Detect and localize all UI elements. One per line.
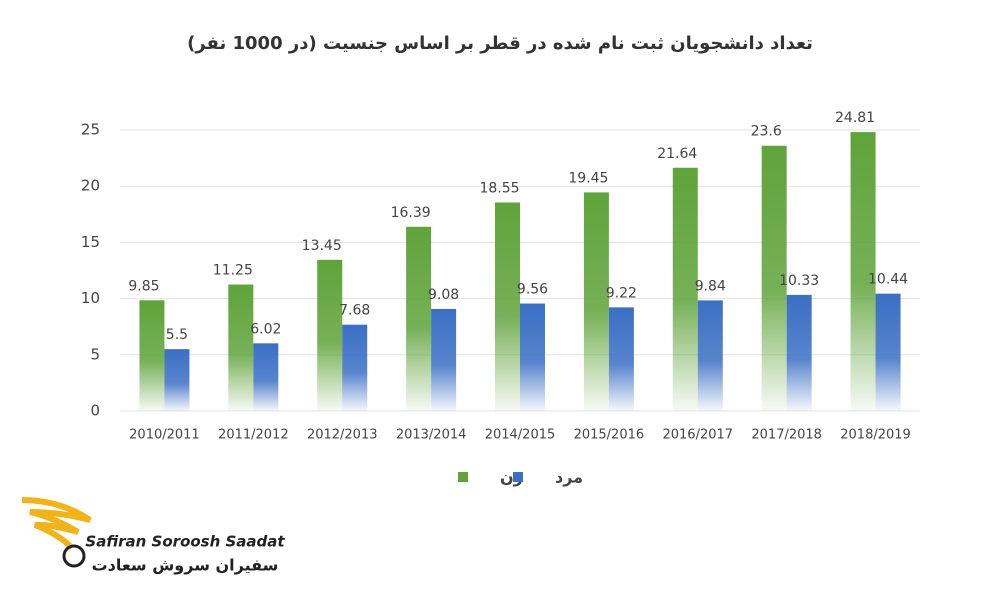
value-label: 6.02: [250, 321, 281, 337]
value-label: 18.55: [479, 180, 519, 196]
bar: [672, 167, 698, 411]
y-tick-label: 15: [81, 233, 100, 251]
bar: [761, 145, 787, 411]
value-label: 16.39: [391, 205, 431, 221]
legend-swatch: [513, 472, 523, 482]
x-tick-label: 2011/2012: [218, 428, 289, 443]
bar: [786, 294, 812, 411]
value-label: 10.44: [868, 272, 908, 288]
logo-text-fa: سفیران سروش سعادت: [92, 556, 279, 575]
logo-wing: [21, 497, 92, 551]
value-label: 19.45: [568, 170, 608, 186]
bar: [608, 307, 634, 411]
bar: [431, 308, 457, 411]
value-label: 10.33: [779, 273, 819, 289]
bar: [164, 349, 190, 411]
bar: [875, 293, 901, 411]
bar: [317, 259, 343, 411]
value-label: 21.64: [657, 146, 697, 162]
y-tick-label: 0: [90, 402, 100, 420]
logo: Safiran Soroosh Saadat سفیران سروش سعادت: [21, 497, 285, 575]
bar: [139, 300, 165, 411]
bar: [850, 132, 876, 411]
value-label: 23.6: [751, 124, 782, 140]
legend-swatch: [458, 472, 468, 482]
bar: [228, 284, 254, 411]
y-tick-label: 10: [81, 289, 100, 307]
bar: [495, 202, 520, 411]
y-tick-label: 5: [90, 345, 100, 363]
value-label: 24.81: [835, 110, 875, 126]
legend-label: مرد: [555, 468, 583, 487]
x-tick-label: 2010/2011: [129, 428, 200, 443]
chart-title: تعداد دانشجویان ثبت نام شده در قطر بر اس…: [187, 33, 813, 54]
x-tick-label: 2018/2019: [840, 428, 911, 443]
value-label: 7.68: [339, 303, 370, 319]
value-label: 13.45: [302, 238, 342, 254]
value-label: 5.5: [166, 327, 188, 343]
x-tick-label: 2014/2015: [485, 428, 556, 443]
y-tick-label: 25: [81, 121, 100, 139]
bar: [697, 300, 723, 411]
bar: [583, 192, 609, 411]
value-label: 9.85: [128, 278, 159, 294]
x-tick-label: 2017/2018: [751, 428, 822, 443]
x-tick-label: 2012/2013: [307, 428, 378, 443]
x-tick-label: 2015/2016: [574, 428, 645, 443]
value-label: 9.08: [428, 287, 459, 303]
x-tick-label: 2013/2014: [396, 428, 467, 443]
y-tick-label: 20: [81, 177, 100, 195]
x-tick-label: 2016/2017: [662, 428, 733, 443]
value-label: 9.56: [517, 282, 548, 298]
logo-text: Safiran Soroosh Saadat: [85, 533, 285, 551]
bar: [342, 324, 368, 411]
logo-ring: [62, 544, 86, 568]
bar: [253, 343, 279, 411]
value-label: 9.22: [606, 285, 637, 301]
value-label: 9.84: [695, 278, 726, 294]
value-label: 11.25: [213, 263, 253, 279]
bar: [406, 226, 432, 411]
bar: [520, 303, 545, 411]
